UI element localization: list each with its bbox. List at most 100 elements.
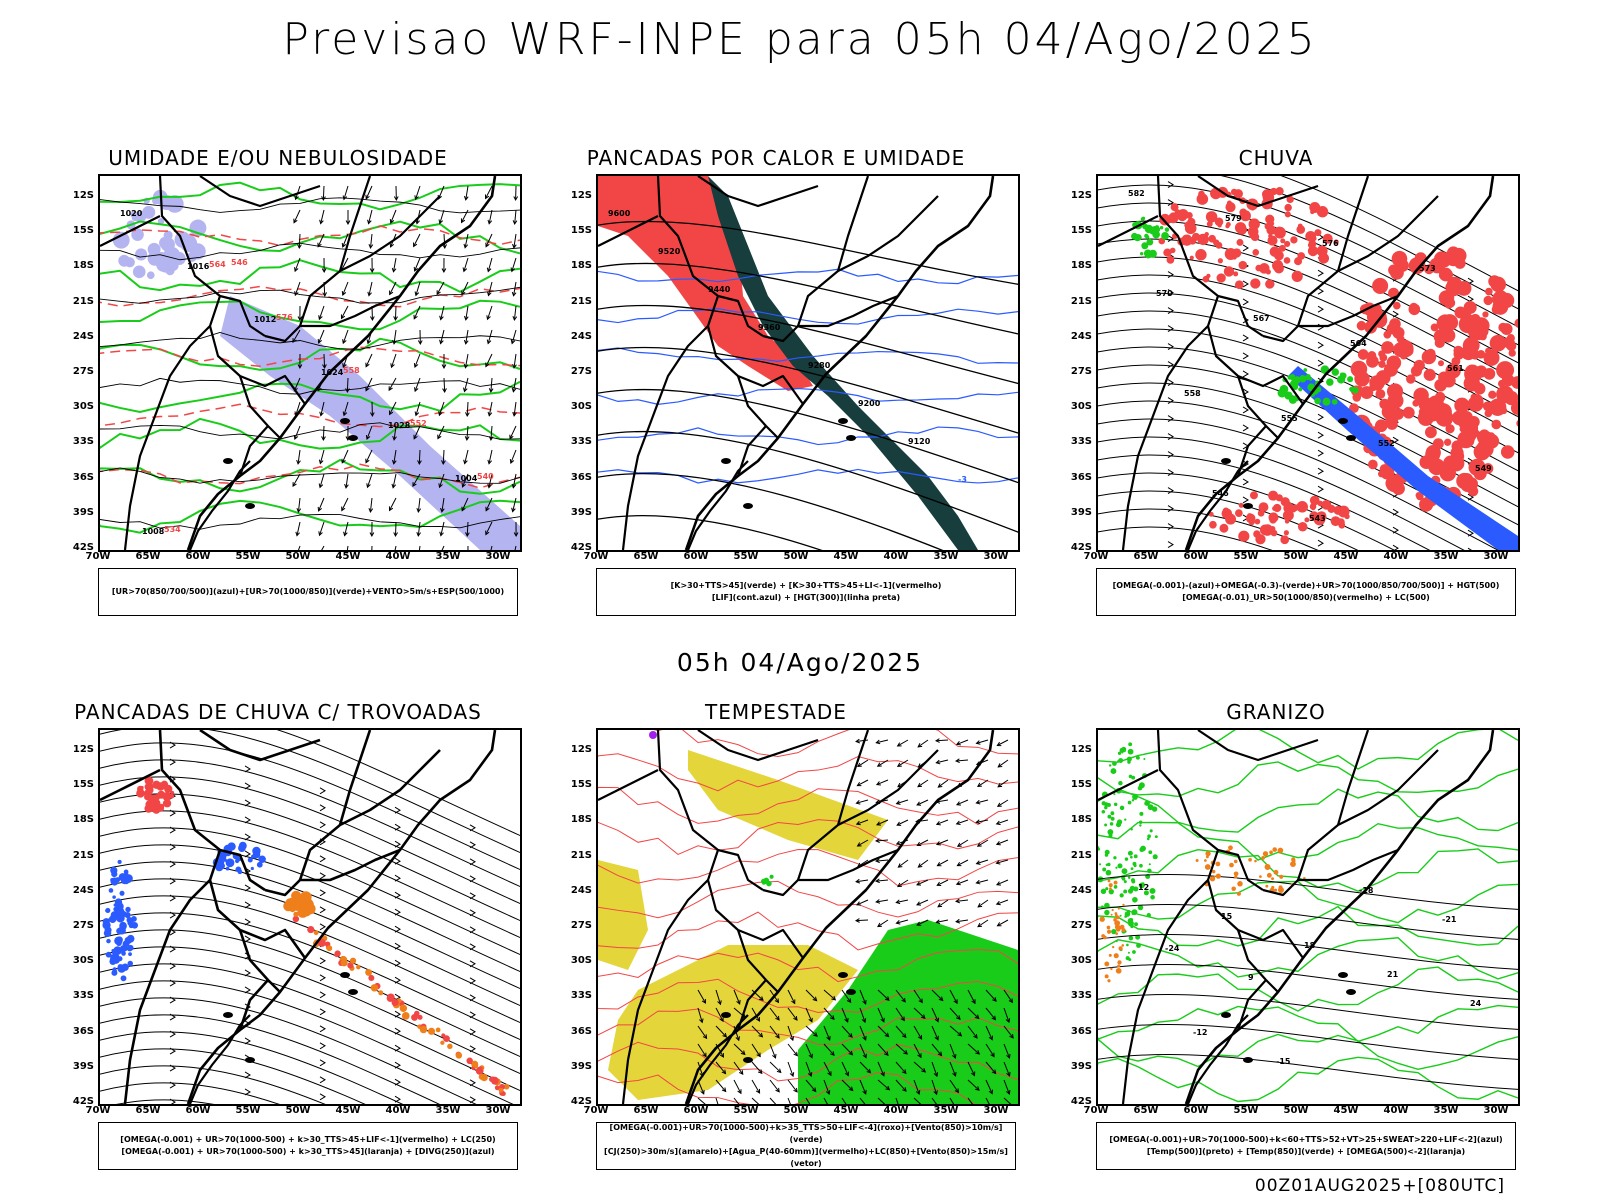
lake xyxy=(245,503,255,509)
omega500-area xyxy=(1195,845,1306,896)
pressure-contour xyxy=(100,422,520,440)
lake xyxy=(1346,989,1356,995)
temp850-contour xyxy=(1098,848,1518,892)
latitude-label: 39S xyxy=(1070,1060,1092,1072)
lake xyxy=(223,1012,233,1018)
latitude-label: 24S xyxy=(1070,330,1092,342)
latitude-label: 18S xyxy=(570,814,592,826)
coastline xyxy=(1184,176,1495,550)
map-frame: 582 579 576 573 570 567 564 561 558 555 552 549 546 5… xyxy=(1096,174,1520,552)
contour-label: 576 xyxy=(276,313,293,322)
lc850-contour xyxy=(598,978,1018,1013)
country-borders xyxy=(1098,730,1439,1104)
contour-label: 558 xyxy=(343,366,360,375)
map-panel: CHUVA 582 579 576 573 570 567 564 561 558 555 552 54… xyxy=(1056,146,1520,626)
coastline-south xyxy=(686,460,749,550)
latitude-label: 39S xyxy=(72,1060,94,1072)
hgt300-contour xyxy=(598,220,1018,285)
lake xyxy=(838,418,848,424)
contour-label: 543 xyxy=(1309,514,1326,523)
longitude-label: 30W xyxy=(983,1105,1009,1116)
longitude-label: 45W xyxy=(1333,551,1359,562)
longitude-label: 60W xyxy=(185,1105,211,1116)
longitude-label: 35W xyxy=(435,551,461,562)
legend-box: [OMEGA(-0.001)+UR>70(1000-500)+k<60+TTS>… xyxy=(1096,1122,1516,1170)
contour-label: 9280 xyxy=(808,361,831,370)
legend-line: [Temp(500)](preto) + [Temp(850)](verde) … xyxy=(1146,1147,1466,1156)
latitude-label: 21S xyxy=(72,295,94,307)
humidity-1000-850-contour xyxy=(100,259,520,293)
unstable-area-li xyxy=(598,176,813,391)
latitude-label: 15S xyxy=(570,779,592,791)
panel-title: TEMPESTADE xyxy=(705,700,847,724)
lake xyxy=(743,1057,753,1063)
temp850-contour xyxy=(1098,966,1518,1012)
lake xyxy=(838,972,848,978)
omega-ur-area xyxy=(1349,246,1518,512)
latitude-label: 12S xyxy=(1070,190,1092,201)
longitude-label: 60W xyxy=(683,551,709,562)
longitude-label: 65W xyxy=(633,1105,659,1116)
divergence-area-center xyxy=(212,841,266,875)
latitude-label: 12S xyxy=(1070,744,1092,755)
contour-label: 570 xyxy=(1156,289,1173,298)
longitude-label: 40W xyxy=(883,1105,909,1116)
legend-line: [OMEGA(-0.001)-(azul)+OMEGA(-0.3)-(verde… xyxy=(1112,581,1500,590)
lake xyxy=(721,1012,731,1018)
latitude-label: 18S xyxy=(1070,260,1092,272)
temp500-contour xyxy=(1098,904,1518,940)
longitude-label: 45W xyxy=(833,551,859,562)
latitude-label: 18S xyxy=(1070,814,1092,826)
hgt300-contour xyxy=(598,388,1018,484)
longitude-label: 40W xyxy=(1383,551,1409,562)
hgt300-contour xyxy=(598,262,1018,335)
latitude-label: 18S xyxy=(72,814,94,826)
wind850-vectors-north xyxy=(854,738,1009,928)
map-frame: 9600 9520 9440 9360 9280 9200 9120 -3 xyxy=(596,174,1020,552)
contour-label: 9440 xyxy=(708,285,731,294)
thickness-contour xyxy=(100,403,520,428)
pressure-contour xyxy=(100,197,520,214)
longitude-label: 70W xyxy=(583,551,609,562)
latitude-label: 42S xyxy=(1070,1096,1092,1107)
latitude-label: 15S xyxy=(1070,779,1092,791)
legend-line: [K>30+TTS>45](verde) + [K>30+TTS>45+LI<-… xyxy=(670,581,942,590)
longitude-label: 45W xyxy=(1333,1105,1359,1116)
longitude-label: 35W xyxy=(933,1105,959,1116)
longitude-label: 35W xyxy=(435,1105,461,1116)
lake xyxy=(846,989,856,995)
longitude-label: 40W xyxy=(883,551,909,562)
humidity-850-700-500-area xyxy=(220,296,520,550)
longitude-label: 35W xyxy=(1433,551,1459,562)
temp850-contour xyxy=(1098,730,1518,770)
coastline xyxy=(186,176,497,550)
contour-label: -15 xyxy=(1276,1057,1291,1066)
contour-label: -3 xyxy=(958,475,967,484)
contour-label: 9120 xyxy=(908,437,931,446)
latitude-label: 27S xyxy=(1070,366,1092,377)
contour-label: 9360 xyxy=(758,323,781,332)
latitude-label: 27S xyxy=(570,366,592,377)
contour-label: 12 xyxy=(1138,883,1149,892)
latitude-label: 21S xyxy=(72,849,94,861)
contour-label: 561 xyxy=(1447,364,1464,373)
latitude-label: 36S xyxy=(72,1025,94,1037)
map-panel: TEMPESTADE 12S 15S 18S 21S 24S 27S 30S 33S 36S 39S… xyxy=(556,700,1020,1180)
longitude-label: 60W xyxy=(1183,1105,1209,1116)
longitude-label: 50W xyxy=(285,1105,311,1116)
legend-line: [CJ(250)>30m/s](amarelo)+[Agua_P(40-60mm… xyxy=(604,1147,1008,1168)
unstable-area-kt xyxy=(708,176,978,550)
contour-label: 1020 xyxy=(120,209,143,218)
lake xyxy=(1243,503,1253,509)
latitude-label: 30S xyxy=(72,401,94,413)
lc850-contour xyxy=(598,730,1018,757)
map-canvas: 1020 1016 1012 1024 1028 1004 1008 564 576 558 552… xyxy=(100,176,520,550)
map-panel: UMIDADE E/OU NEBULOSIDADE 1020 1016 1012 102… xyxy=(58,146,522,626)
pressure-contour xyxy=(100,331,520,350)
latitude-label: 39S xyxy=(72,506,94,518)
longitude-label: 60W xyxy=(185,551,211,562)
latitude-label: 21S xyxy=(1070,295,1092,307)
contour-label: 552 xyxy=(410,419,427,428)
lake xyxy=(348,435,358,441)
latitude-label: 36S xyxy=(570,1025,592,1037)
